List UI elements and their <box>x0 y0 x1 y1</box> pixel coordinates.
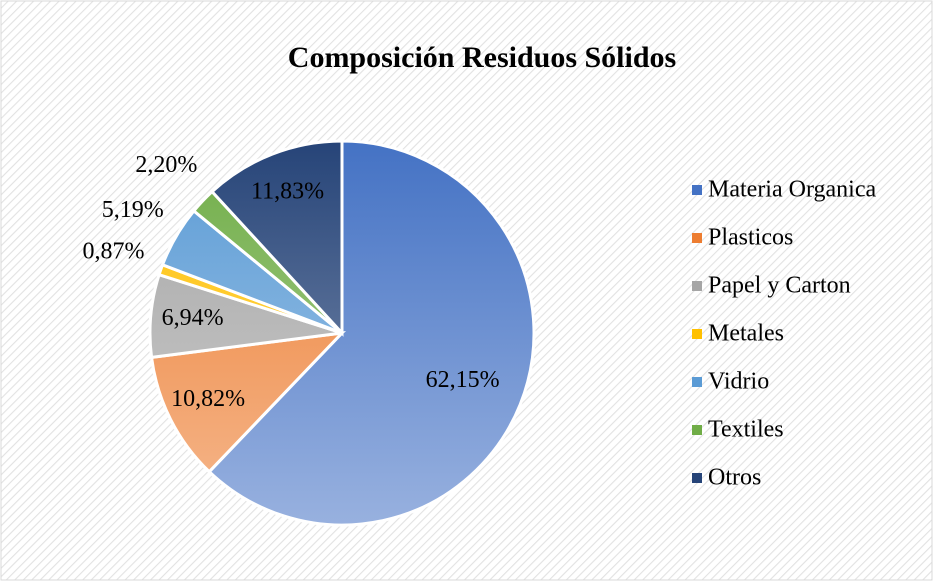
pie-slice <box>149 330 347 474</box>
legend-marker <box>692 425 702 435</box>
pie-slice <box>209 139 344 337</box>
legend-label: Materia Organica <box>708 177 876 203</box>
legend-label: Textiles <box>708 417 784 443</box>
legend-marker <box>692 281 702 291</box>
legend-marker <box>692 233 702 243</box>
legend-label: Plasticos <box>708 225 793 251</box>
pie-slice <box>207 139 536 527</box>
data-label: 10,82% <box>171 386 245 412</box>
legend-label: Otros <box>708 465 761 491</box>
data-label: 2,20% <box>135 152 197 178</box>
legend-marker <box>692 377 702 387</box>
legend-label: Vidrio <box>708 369 769 395</box>
data-label: 62,15% <box>426 367 500 393</box>
legend-label: Metales <box>708 321 784 347</box>
legend-marker <box>692 329 702 339</box>
legend-marker <box>692 185 702 195</box>
legend-marker <box>692 473 702 483</box>
data-label: 0,87% <box>83 239 145 265</box>
chart-title: Composición Residuos Sólidos <box>288 41 676 74</box>
data-label: 6,94% <box>162 305 224 331</box>
data-label: 5,19% <box>102 197 164 223</box>
legend-label: Papel y Carton <box>708 273 851 299</box>
data-label: 11,83% <box>251 179 324 205</box>
